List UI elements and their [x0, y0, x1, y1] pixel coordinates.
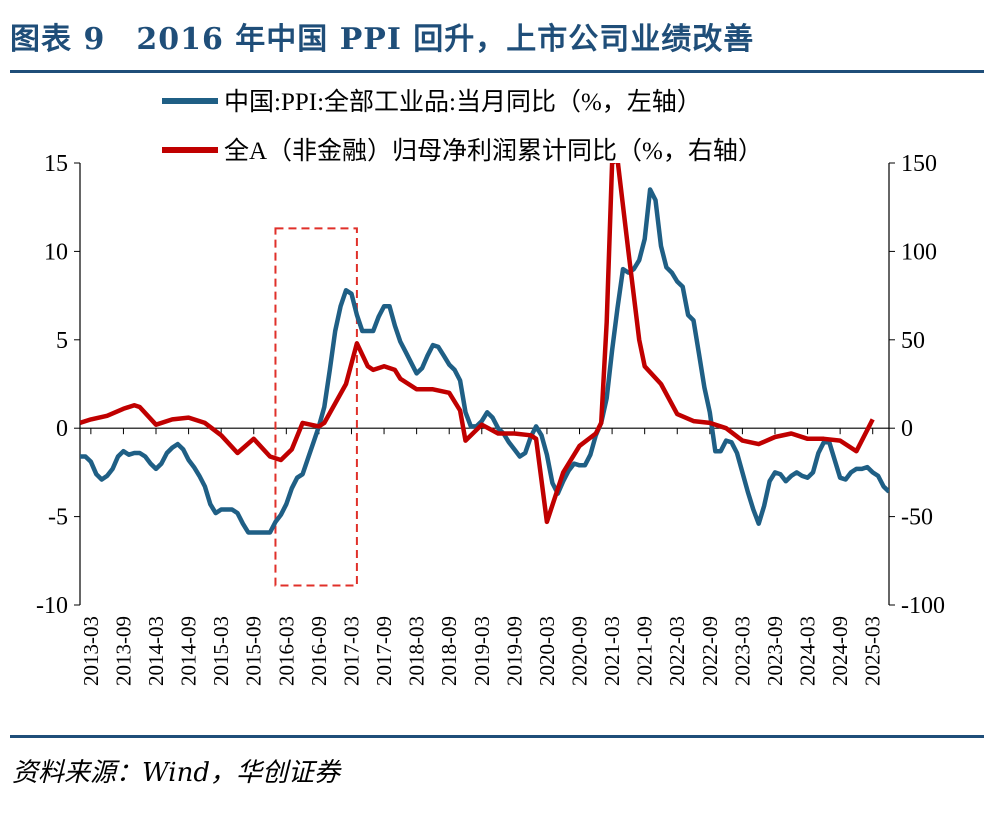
left-tick-label: 10: [44, 239, 68, 265]
legend: 中国:PPI:全部工业品:当月同比（%，左轴） 全A（非金融）归母净利润累计同比…: [162, 88, 763, 165]
x-tick-label: 2022-09: [698, 616, 722, 686]
highlight-box: [274, 227, 358, 587]
x-tick-label: 2020-03: [535, 616, 559, 686]
x-tick-label: 2013-03: [79, 616, 103, 686]
x-tick-label: 2023-09: [763, 616, 787, 686]
x-tick-label: 2013-09: [111, 616, 135, 686]
right-tick-label: -100: [901, 593, 945, 619]
right-tick-label: 100: [901, 239, 937, 265]
x-tick-label: 2021-09: [633, 616, 657, 686]
right-tick-label: -50: [901, 505, 933, 531]
highlight-rect: [274, 227, 358, 587]
x-tick-label: 2015-03: [209, 616, 233, 686]
x-tick-label: 2017-03: [339, 616, 363, 686]
source-rule: [10, 735, 984, 738]
x-tick-label: 2023-03: [730, 616, 754, 686]
x-tick-label: 2022-03: [665, 616, 689, 686]
x-tick-label: 2016-09: [307, 616, 331, 686]
left-tick-label: -5: [48, 505, 68, 531]
series-lines: [80, 163, 889, 535]
x-tick-label: 2016-03: [274, 616, 298, 686]
x-tick-label: 2019-09: [502, 616, 526, 686]
chart-area: 中国:PPI:全部工业品:当月同比（%，左轴） 全A（非金融）归母净利润累计同比…: [36, 88, 945, 686]
x-tick-label: 2024-09: [828, 616, 852, 686]
right-tick-label: 0: [901, 416, 913, 442]
x-tick-label: 2019-03: [470, 616, 494, 686]
x-tick-label: 2021-03: [600, 616, 624, 686]
x-tick-label: 2017-09: [372, 616, 396, 686]
left-tick-label: -10: [36, 593, 68, 619]
left-tick-label: 15: [44, 151, 68, 177]
x-tick-label: 2015-09: [242, 616, 266, 686]
right-tick-label: 150: [901, 151, 937, 177]
profit-series-line: [80, 163, 875, 525]
x-tick-label: 2025-03: [861, 616, 885, 686]
figure-title: 图表 9 2016 年中国 PPI 回升，上市公司业绩改善: [10, 22, 755, 57]
x-tick-label: 2024-03: [796, 616, 820, 686]
right-tick-label: 50: [901, 328, 925, 354]
x-tick-label: 2014-09: [177, 616, 201, 686]
x-tick-label: 2018-03: [405, 616, 429, 686]
x-tick-label: 2020-09: [568, 616, 592, 686]
left-tick-label: 5: [56, 328, 68, 354]
left-tick-label: 0: [56, 416, 68, 442]
x-tick-label: 2018-09: [437, 616, 461, 686]
x-tick-label: 2014-03: [144, 616, 168, 686]
title-rule: [10, 70, 984, 73]
legend-label-ppi: 中国:PPI:全部工业品:当月同比（%，左轴）: [224, 88, 702, 116]
source-note: 资料来源：Wind，华创证券: [12, 758, 340, 788]
legend-label-profit: 全A（非金融）归母净利润累计同比（%，右轴）: [224, 137, 763, 165]
ppi-series-line: [80, 187, 889, 535]
